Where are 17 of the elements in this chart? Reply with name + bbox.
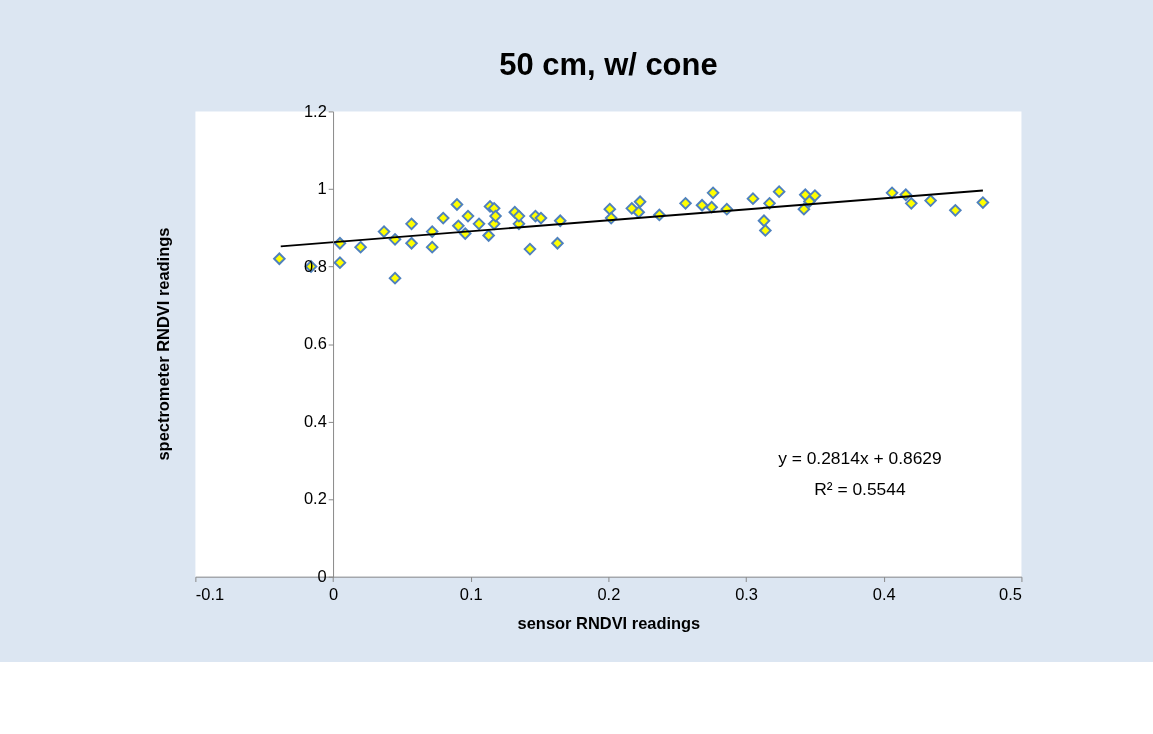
- x-tick-label: 0.1: [459, 585, 483, 604]
- y-tick-label: 1.2: [303, 101, 327, 120]
- x-tick-label: 0.3: [735, 585, 759, 604]
- annotation: y = 0.2814x + 0.8629: [778, 447, 942, 468]
- y-tick-label: 0.2: [303, 489, 327, 508]
- chart-title: 50 cm, w/ cone: [499, 46, 718, 82]
- y-tick-label: 0: [317, 567, 327, 586]
- y-axis-title: spectrometer RNDVI readings: [154, 227, 173, 461]
- x-tick-label: -0.1: [195, 585, 225, 604]
- x-axis-title: sensor RNDVI readings: [517, 614, 701, 633]
- x-tick-label: 0.5: [999, 585, 1022, 604]
- x-tick-label: 0.2: [597, 585, 621, 604]
- annotation: R² = 0.5544: [814, 479, 906, 500]
- y-tick-label: 0.4: [303, 411, 327, 430]
- x-tick-label: 0.4: [872, 585, 896, 604]
- y-tick-label: 0.6: [303, 334, 327, 353]
- y-tick-label: 1: [317, 179, 327, 198]
